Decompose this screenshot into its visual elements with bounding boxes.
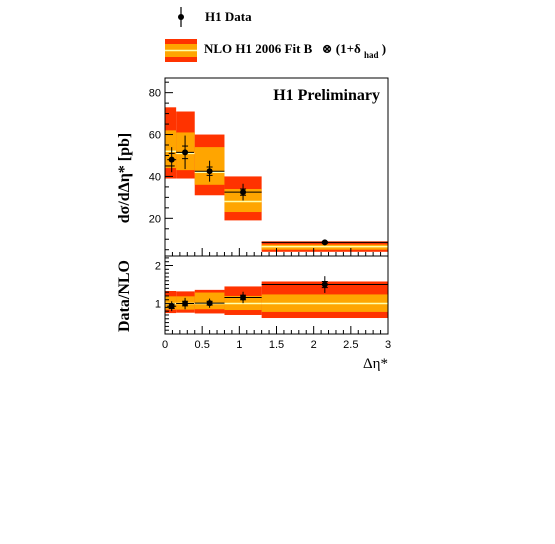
y-tick-label-20: 20: [149, 213, 161, 225]
legend-nlo-label-factor: ⊗ (1+δ: [322, 41, 361, 56]
data-point-2: [206, 168, 213, 175]
legend-nlo-band-icon: [165, 39, 197, 62]
legend-data-label: H1 Data: [205, 9, 252, 24]
data-point-2: [206, 300, 213, 307]
x-tick-label-1.5: 1.5: [269, 339, 284, 351]
y-tick-label-80: 80: [149, 88, 161, 100]
data-point-3: [240, 294, 247, 301]
legend-data-marker-icon: [178, 7, 184, 27]
top-panel: 20 40 60 80: [149, 77, 389, 257]
x-axis-title: Δη*: [363, 356, 388, 372]
legend: H1 Data NLO H1 2006 Fit B ⊗ (1+δ had ): [165, 7, 386, 62]
x-tick-label-3: 3: [385, 339, 391, 351]
x-tick-label-2.5: 2.5: [343, 339, 358, 351]
legend-nlo-label: NLO H1 2006 Fit B ⊗ (1+δ had ): [204, 41, 386, 61]
x-tick-label-0.5: 0.5: [195, 339, 210, 351]
nlo-inner-band-0: [165, 130, 177, 169]
data-point-1: [182, 149, 189, 156]
y-tick-label-40: 40: [149, 171, 161, 183]
y-tick-label-1: 1: [155, 299, 161, 311]
x-tick-label-0: 0: [162, 339, 168, 351]
data-point-0: [168, 303, 175, 310]
bottom-y-axis-title: Data/NLO: [116, 260, 133, 332]
data-point-0: [168, 156, 175, 163]
y-tick-label-60: 60: [149, 130, 161, 142]
bottom-panel: 1 2 0 0.5 1 1.5 2 2.5 3: [155, 255, 391, 351]
data-point-4: [321, 239, 328, 246]
legend-nlo-label-main: NLO H1 2006 Fit B: [204, 41, 313, 56]
legend-nlo-label-close: ): [382, 41, 386, 56]
data-point-1: [182, 300, 189, 307]
legend-nlo-label-sub: had: [364, 50, 379, 60]
x-tick-label-1: 1: [236, 339, 242, 351]
data-point-3: [240, 189, 247, 196]
data-point-4: [321, 281, 328, 288]
top-y-axis-title: dσ/dΔη* [pb]: [116, 133, 133, 224]
preliminary-annotation: H1 Preliminary: [273, 87, 380, 104]
y-tick-label-2: 2: [155, 261, 161, 273]
x-tick-label-2: 2: [311, 339, 317, 351]
